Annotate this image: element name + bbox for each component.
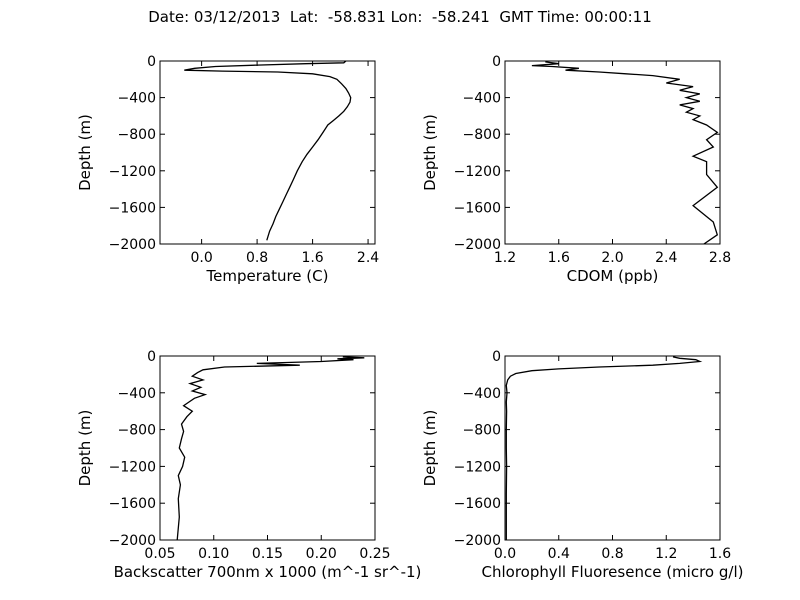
backscatter-ytick-label: −1200 — [109, 459, 156, 475]
chlorophyll-ytick-label: −800 — [463, 423, 501, 439]
temperature-ytick-label: 0 — [147, 54, 156, 70]
temperature-ytick-label: −1200 — [109, 164, 156, 180]
chlorophyll-ytick-label: 0 — [492, 349, 501, 365]
cdom-ytick-label: −400 — [463, 91, 501, 107]
cdom-ytick-label: 0 — [492, 54, 501, 70]
cdom-ytick-label: −1200 — [454, 164, 501, 180]
backscatter-ytick-label: −2000 — [109, 533, 156, 549]
cdom-ytick-label: −1600 — [454, 200, 501, 216]
temperature-xtick-label: 2.4 — [357, 250, 379, 266]
temperature-panel: 0.0 0.8 1.6 2.4 0 −400 −800 −1200 −1600 −2000 Temp… — [76, 54, 379, 285]
temperature-ytick-label: −1600 — [109, 200, 156, 216]
backscatter-panel: 0.05 0.10 0.15 0.20 0.25 0 −400 −800 −1200 −1600 −… — [76, 349, 421, 581]
temperature-ytick-label: −400 — [118, 91, 156, 107]
backscatter-ylabel: Depth (m) — [76, 410, 94, 487]
chlorophyll-ytick-label: −2000 — [454, 533, 501, 549]
backscatter-xtick-label: 0.20 — [306, 546, 337, 562]
temperature-ylabel: Depth (m) — [76, 114, 94, 191]
cdom-ytick-label: −800 — [463, 127, 501, 143]
cdom-panel: 1.2 1.6 2.0 2.4 2.8 0 −400 −800 −1200 −1600 −2000 C… — [421, 54, 731, 285]
cdom-xtick-label: 2.4 — [655, 250, 677, 266]
backscatter-series-line — [176, 356, 365, 540]
chlorophyll-ylabel: Depth (m) — [421, 410, 439, 487]
chlorophyll-ytick-label: −1600 — [454, 496, 501, 512]
temperature-xtick-label: 1.6 — [301, 250, 323, 266]
chlorophyll-ytick-label: −1200 — [454, 459, 501, 475]
temperature-xtick-label: 0.0 — [190, 250, 212, 266]
figure-title: Date: 03/12/2013 Lat: -58.831 Lon: -58.2… — [148, 8, 652, 26]
chlorophyll-panel: 0.0 0.4 0.8 1.2 1.6 0 −400 −800 −1200 −1600 −2000 C… — [421, 349, 743, 581]
chlorophyll-xtick-label: 1.2 — [655, 546, 677, 562]
cdom-xtick-label: 1.6 — [548, 250, 570, 266]
chlorophyll-xtick-label: 1.6 — [709, 546, 731, 562]
backscatter-ytick-label: −800 — [118, 423, 156, 439]
cdom-xtick-label: 2.8 — [709, 250, 731, 266]
backscatter-xtick-label: 0.25 — [359, 546, 390, 562]
backscatter-ytick-label: −1600 — [109, 496, 156, 512]
cdom-xtick-label: 2.0 — [601, 250, 623, 266]
backscatter-xtick-label: 0.15 — [252, 546, 283, 562]
chlorophyll-xtick-label: 0.0 — [494, 546, 516, 562]
chlorophyll-xtick-label: 0.4 — [548, 546, 570, 562]
backscatter-xtick-label: 0.05 — [144, 546, 175, 562]
chlorophyll-axes-frame — [504, 355, 721, 541]
chlorophyll-xlabel: Chlorophyll Fluoresence (micro g/l) — [482, 563, 744, 581]
backscatter-xtick-label: 0.10 — [198, 546, 229, 562]
backscatter-xlabel: Backscatter 700nm x 1000 (m^-1 sr^-1) — [114, 563, 422, 581]
chlorophyll-series-line — [505, 356, 703, 540]
temperature-xlabel: Temperature (C) — [206, 267, 329, 285]
temperature-xtick-label: 0.8 — [246, 250, 268, 266]
chlorophyll-xtick-label: 0.8 — [601, 546, 623, 562]
cdom-xtick-label: 1.2 — [494, 250, 516, 266]
cdom-series-line — [531, 61, 719, 244]
backscatter-ytick-label: 0 — [147, 349, 156, 365]
cdom-ytick-label: −2000 — [454, 237, 501, 253]
cdom-ylabel: Depth (m) — [421, 114, 439, 191]
temperature-series-line — [184, 61, 352, 241]
temperature-axes-frame — [159, 60, 376, 245]
cdom-xlabel: CDOM (ppb) — [567, 267, 659, 285]
temperature-ytick-label: −800 — [118, 127, 156, 143]
backscatter-ytick-label: −400 — [118, 386, 156, 402]
temperature-ytick-label: −2000 — [109, 237, 156, 253]
chlorophyll-ytick-label: −400 — [463, 386, 501, 402]
